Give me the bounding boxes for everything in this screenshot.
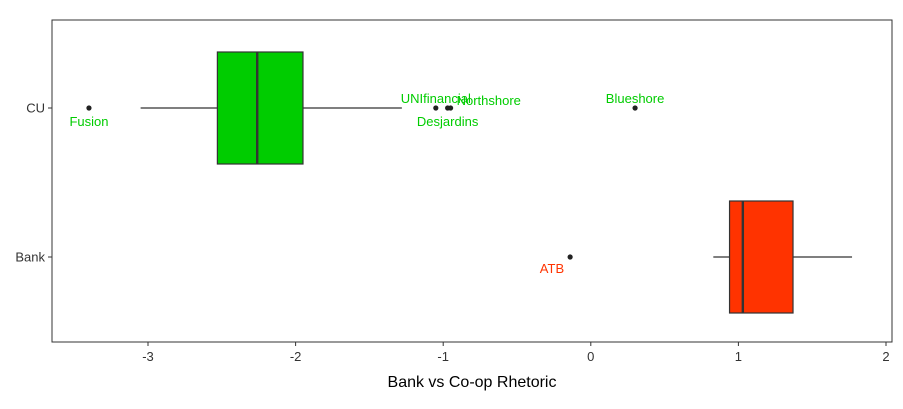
- point-label-northshore: Northshore: [457, 93, 521, 108]
- point-label-unifinancial: UNIfinancial: [401, 91, 471, 106]
- outlier-point-northshore: [447, 105, 454, 111]
- x-tick-label-1: -2: [290, 349, 302, 364]
- outlier-point-unifinancial: [433, 105, 439, 111]
- x-tick-label-5: 2: [882, 349, 889, 364]
- x-axis: -3 -2 -1 0 1 2: [142, 342, 890, 364]
- x-axis-title: Bank vs Co-op Rhetoric: [388, 374, 557, 391]
- box-bank: [728, 200, 794, 314]
- point-label-atb: ATB: [540, 261, 564, 276]
- outlier-point-blueshore: [632, 105, 638, 111]
- y-tick-label-bank: Bank: [15, 250, 45, 265]
- x-tick-label-2: -1: [437, 349, 449, 364]
- outlier-point-atb: [567, 254, 573, 260]
- points-layer: Fusion UNIfinancial Desjardins Northshore Bl…: [69, 91, 664, 276]
- x-tick-label-3: 0: [587, 349, 594, 364]
- y-axis: CU Bank: [15, 101, 52, 265]
- point-label-fusion: Fusion: [69, 114, 108, 129]
- x-tick-label-4: 1: [735, 349, 742, 364]
- outlier-point-fusion: [86, 105, 92, 111]
- point-label-blueshore: Blueshore: [606, 91, 665, 106]
- box-cu: [216, 51, 304, 165]
- boxes-layer: [140, 51, 853, 314]
- y-tick-label-cu: CU: [26, 101, 45, 116]
- point-label-desjardins: Desjardins: [417, 114, 479, 129]
- x-tick-label-0: -3: [142, 349, 154, 364]
